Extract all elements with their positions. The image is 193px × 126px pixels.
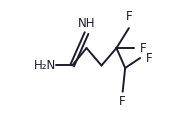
Text: F: F — [146, 52, 152, 65]
Text: F: F — [140, 42, 146, 55]
Text: H₂N: H₂N — [34, 59, 56, 72]
Text: NH: NH — [78, 17, 95, 30]
Text: F: F — [126, 10, 132, 23]
Text: F: F — [119, 95, 126, 108]
